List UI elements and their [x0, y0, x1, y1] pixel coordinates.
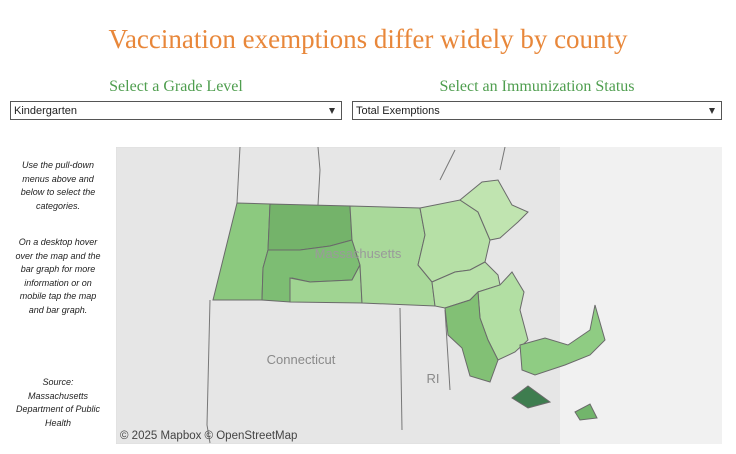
county[interactable]: [444, 290, 499, 383]
filter-label: Select a Grade Level: [109, 78, 243, 95]
map[interactable]: Massachusetts Connecticut RI © 2025 Mapb…: [116, 147, 722, 444]
text-line: Massachusetts: [27, 390, 89, 401]
dropdown-value: Total Exemptions: [356, 105, 440, 117]
text-line: and bar graph.: [28, 304, 88, 315]
attribution: © 2025 Mapbox © OpenStreetMap: [120, 430, 297, 442]
county[interactable]: [459, 179, 529, 241]
text-line: Source:: [42, 377, 74, 387]
county[interactable]: [511, 385, 552, 409]
text-line: menus above and: [22, 173, 94, 184]
text-line: categories.: [35, 200, 81, 211]
text-line: mobile tap the map: [19, 291, 97, 301]
map-label: RI: [427, 371, 440, 386]
source: Source: Massachusetts Department of Public…: [4, 376, 112, 430]
dropdown-arrow: [329, 108, 335, 114]
map-label: Massachusetts: [315, 246, 402, 261]
county[interactable]: [519, 304, 606, 376]
instructions: Use the pull-down menus above and below to…: [4, 159, 112, 213]
text-line: Department of Public: [15, 404, 101, 414]
text-line: Health: [44, 417, 71, 428]
text-line: information or on: [24, 277, 92, 288]
text-line: over the map and the: [15, 250, 101, 261]
instructions: On a desktop hover over the map and the ba…: [4, 236, 112, 317]
text-line: bar graph for more: [20, 264, 96, 274]
counties[interactable]: [212, 179, 606, 421]
county[interactable]: [574, 403, 598, 421]
text-line: Use the pull-down: [21, 160, 95, 170]
dropdown[interactable]: Total Exemptions: [352, 101, 722, 120]
ocean: [560, 147, 722, 444]
map-label: Connecticut: [267, 352, 336, 367]
filter-label: Select an Immunization Status: [439, 78, 635, 95]
state-borders: [206, 147, 506, 444]
title: Vaccination exemptions differ widely by …: [108, 24, 628, 54]
dropdown[interactable]: Kindergarten: [10, 101, 342, 120]
text-line: On a desktop hover: [18, 237, 98, 247]
dropdown-value: Kindergarten: [14, 105, 77, 117]
text-line: below to select the: [20, 187, 96, 197]
dropdown-arrow: [709, 108, 715, 114]
